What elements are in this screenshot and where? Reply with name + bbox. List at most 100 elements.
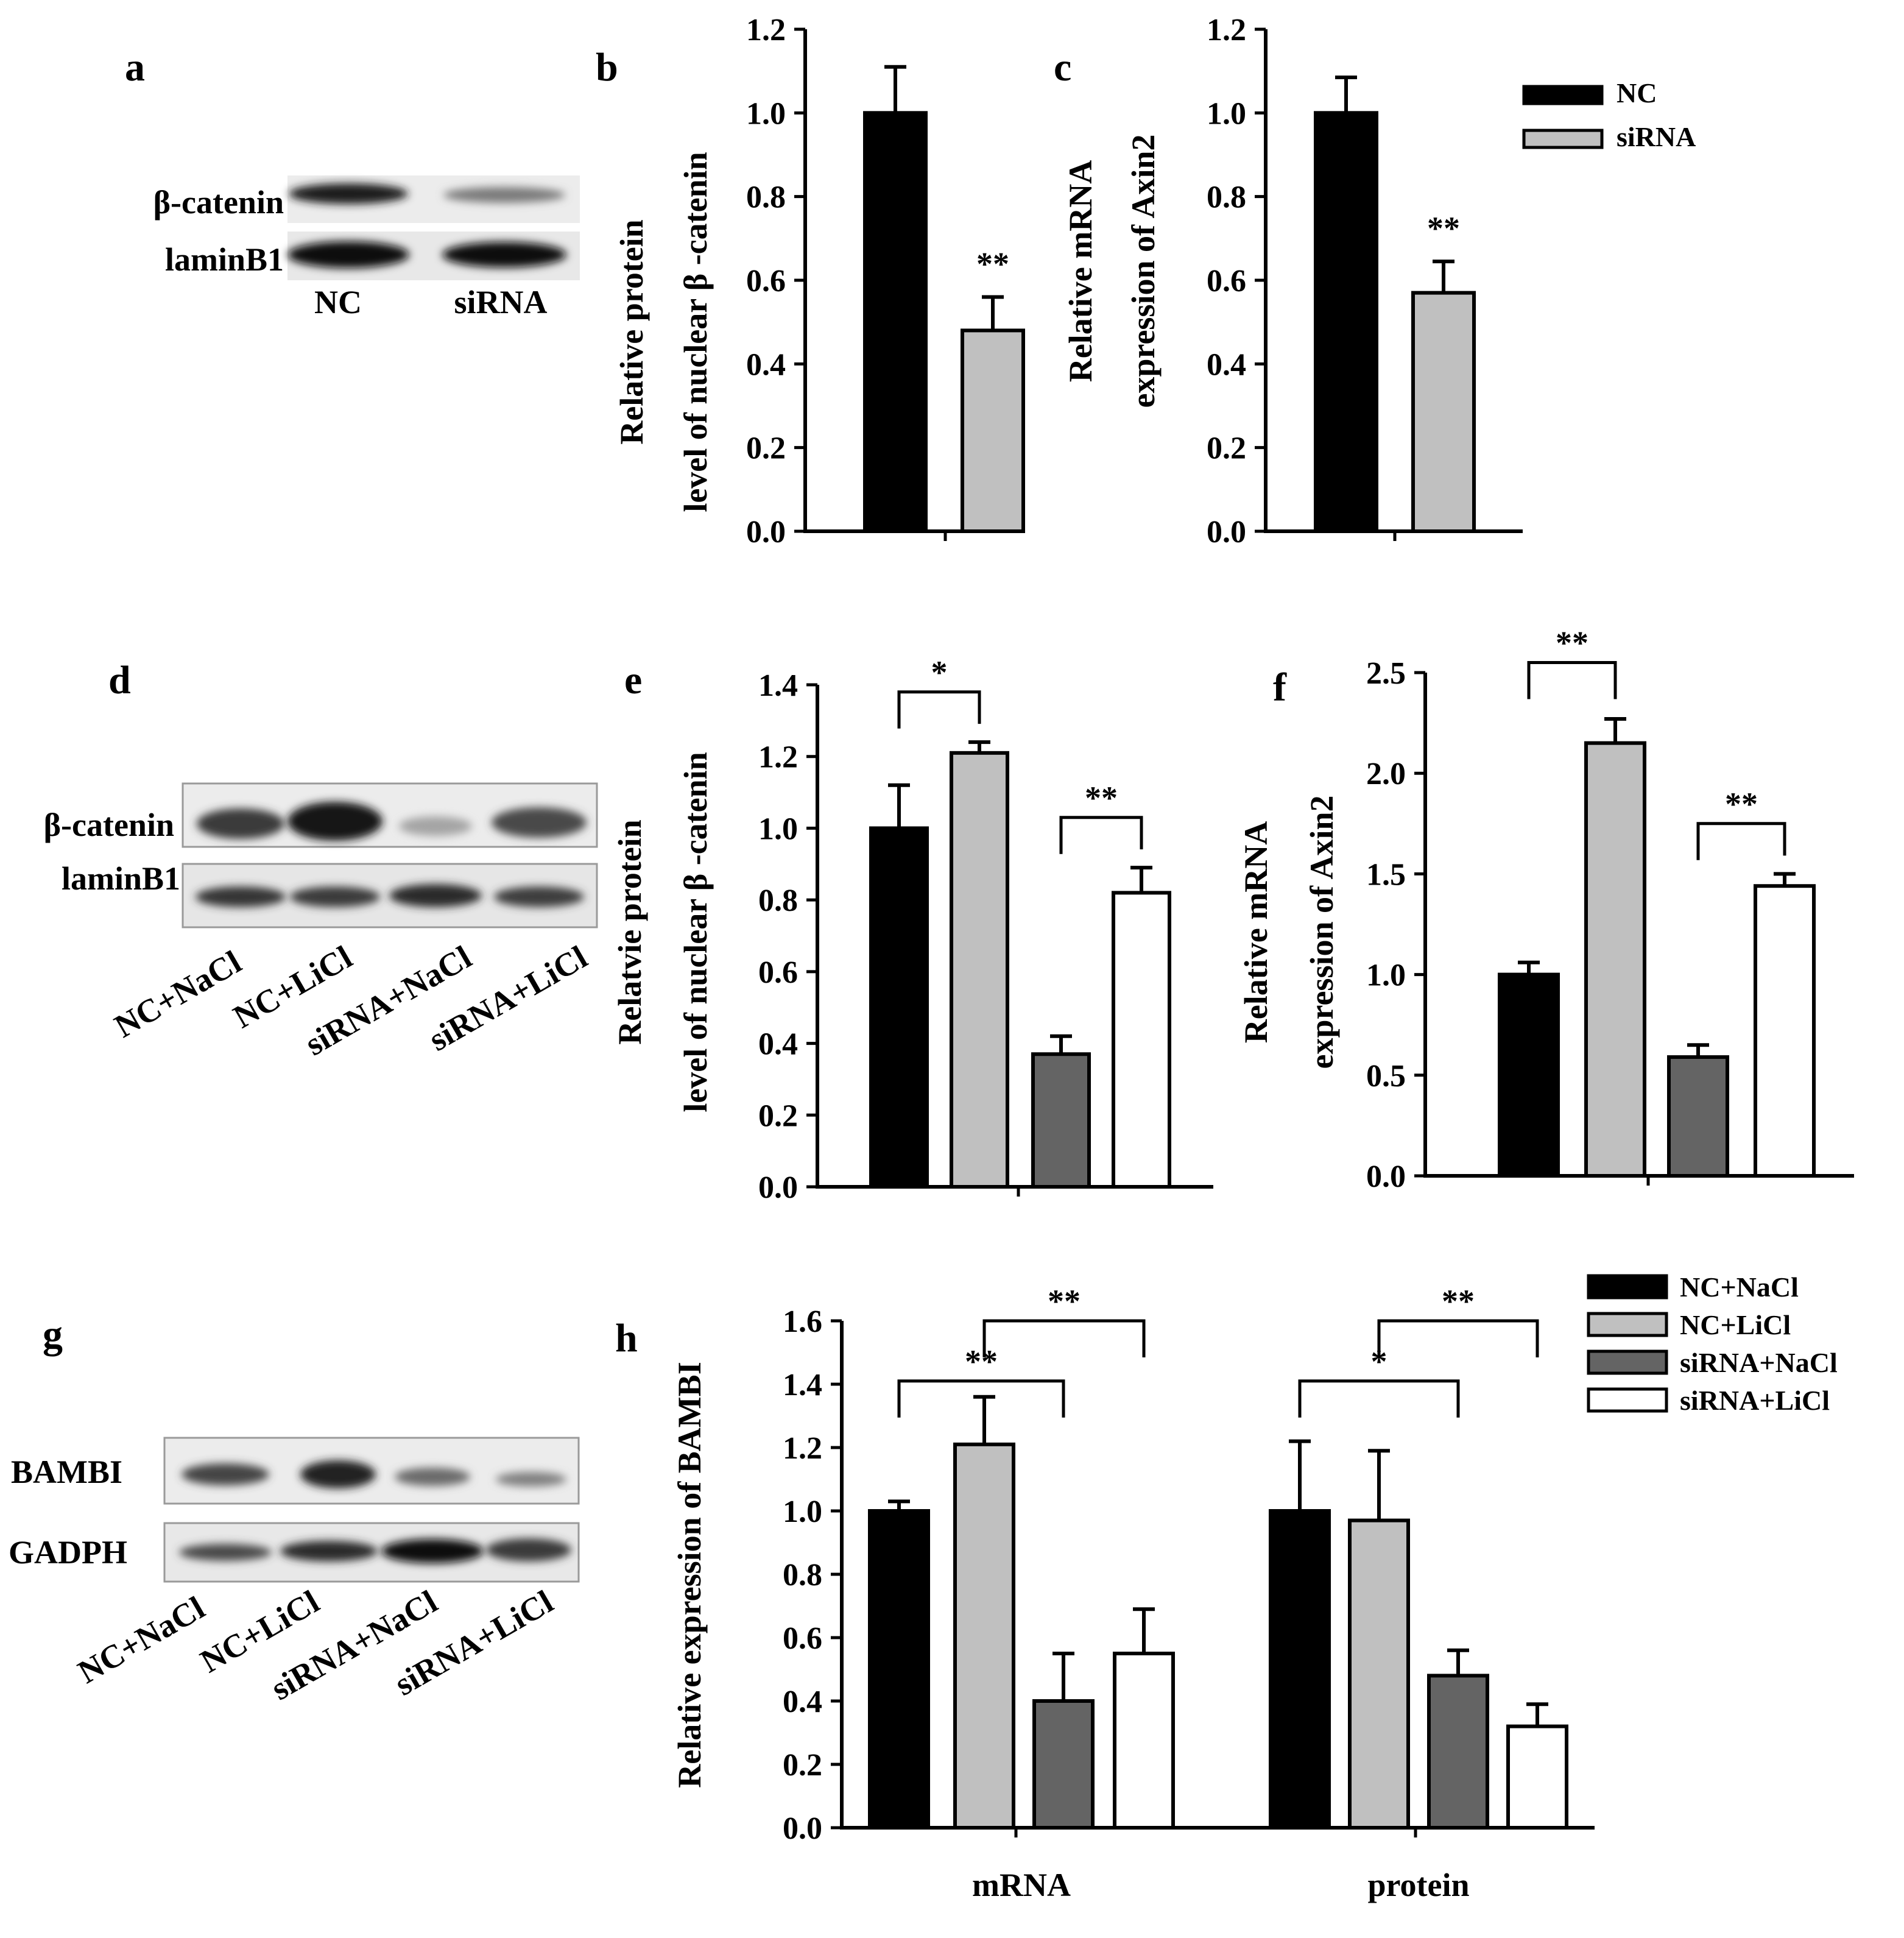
blot-d-band [287,802,383,841]
x-category-label: mRNA [972,1867,1071,1903]
legend-label: siRNA+LiCl [1680,1385,1830,1416]
panel-h-label: h [615,1316,638,1360]
bar-NC+NaCl [1269,1509,1331,1830]
bar-NC+NaCl [868,1509,930,1830]
y-tick-label: 0.4 [783,1685,822,1719]
y-axis-label: Relative mRNA [1238,821,1274,1043]
significance-marker: ** [965,1343,998,1380]
panel-f-label: f [1273,665,1287,710]
legend-swatch [1522,129,1604,149]
significance-bracket [1377,1319,1539,1357]
significance-marker: ** [1442,1283,1475,1320]
panel-g-blot: g BAMBI GADPH NC+NaCl NC+LiCl siRNA+NaCl… [9,1312,580,1707]
bar-NC+LiCl [1348,1518,1410,1830]
bar-NC+NaCl [1498,972,1560,1178]
y-tick-label: 0.6 [758,955,798,990]
blot-a-band [287,241,409,268]
significance-bracket [897,690,981,729]
y-axis-label: level of nuclear β -catenin [677,152,714,512]
significance-bracket [1527,660,1617,699]
panel-a-blot: a β-catenin laminB1 NC siRNA [125,45,580,320]
bar-siRNA+NaCl [1031,1052,1091,1189]
blot-g-band [300,1460,376,1488]
legend-label: NC+LiCl [1680,1309,1791,1340]
chart-b: b 0.0 0.2 0.4 0.6 0.8 1.0 1.2 Relative protein le… [596,13,1025,550]
legend-label: siRNA [1617,121,1696,152]
blot-d-band [197,808,284,839]
significance-marker: ** [976,246,1009,282]
legend-swatch [1587,1349,1668,1375]
y-tick-label: 0.0 [1366,1159,1406,1194]
y-axis-label: Relative mRNA [1062,160,1099,382]
bar-siRNA+LiCl [1112,891,1171,1189]
y-axis-label: Relatvie protein [612,819,648,1044]
chart-h: h 0.0 0.2 0.4 0.6 0.8 1.0 1.2 1.4 1.6 Relative exp… [615,1283,1595,1903]
y-tick-label: 1.0 [1207,96,1246,131]
y-tick-label: 0.2 [783,1748,822,1783]
significance-bracket [1696,822,1786,860]
y-tick-label: 1.2 [783,1431,822,1466]
y-axis-label: Relative expression of BAMBI [671,1362,708,1788]
blot-a-row-label: β-catenin [153,184,284,221]
y-tick-label: 2.0 [1366,757,1406,791]
bar-NC+LiCl [950,751,1009,1189]
blot-a-band [442,242,566,267]
y-tick-label: 1.2 [758,740,798,775]
blot-g-row-label: GADPH [9,1534,127,1571]
panel-e-label: e [624,658,642,702]
y-tick-label: 0.0 [1207,515,1246,550]
y-axis-label: Relative protein [613,219,650,444]
blot-g-band [179,1544,272,1561]
y-tick-label: 0.2 [758,1098,798,1133]
bar-siRNA [1411,291,1476,533]
legend-swatch [1587,1387,1668,1413]
significance-bracket [982,1319,1146,1357]
bar-NC [863,111,928,534]
blot-a-lane-label: NC [314,284,362,320]
y-tick-label: 0.6 [746,264,786,299]
blot-d-row-label: laminB1 [62,860,180,897]
y-tick-label: 0.6 [1207,264,1246,299]
y-axis-label: level of nuclear β -catenin [677,752,714,1112]
legend-label: NC [1617,77,1657,108]
legend-label: NC+NaCl [1680,1271,1799,1303]
legend-swatch [1522,85,1604,105]
bar-siRNA+LiCl [1113,1652,1175,1830]
blot-d-band [399,816,472,836]
bar-NC+LiCl [1584,741,1646,1178]
y-tick-label: 0.0 [783,1811,822,1846]
y-tick-label: 0.2 [1207,431,1246,466]
legend-top: NC siRNA [1522,77,1696,152]
blot-g-band [182,1463,269,1485]
significance-marker: ** [1556,624,1588,661]
significance-marker: ** [1048,1283,1081,1320]
blot-d-band [196,886,286,907]
blot-d-band [290,886,380,907]
bar-siRNA+NaCl [1667,1055,1729,1178]
significance-bracket [897,1379,1065,1418]
y-tick-label: 1.2 [746,13,786,48]
blot-g-band [486,1538,571,1561]
y-tick-label: 2.5 [1366,656,1406,691]
y-tick-label: 0.4 [758,1027,798,1062]
legend-swatch [1587,1274,1668,1300]
bar-siRNA+NaCl [1032,1699,1095,1830]
y-tick-label: 0.4 [1207,347,1246,382]
y-tick-label: 0.8 [783,1558,822,1593]
y-tick-label: 1.4 [783,1368,822,1402]
y-tick-label: 0.6 [783,1621,822,1656]
y-tick-label: 1.0 [1366,958,1406,993]
blot-a-band [289,183,408,204]
y-axis-label: expression of Axin2 [1125,134,1162,408]
chart-f: f 0.0 0.5 1.0 1.5 2.0 2.5 Relative mRNA expressi… [1238,624,1854,1194]
bar-NC+LiCl [953,1442,1015,1830]
y-tick-label: 1.6 [783,1304,822,1339]
blot-g-band [395,1468,470,1486]
panel-d-label: d [108,658,131,702]
bar-NC [1314,111,1378,534]
y-tick-label: 0.4 [746,347,786,382]
blot-d-band [494,886,584,907]
y-tick-label: 0.2 [746,431,786,466]
y-tick-label: 1.5 [1366,857,1406,892]
